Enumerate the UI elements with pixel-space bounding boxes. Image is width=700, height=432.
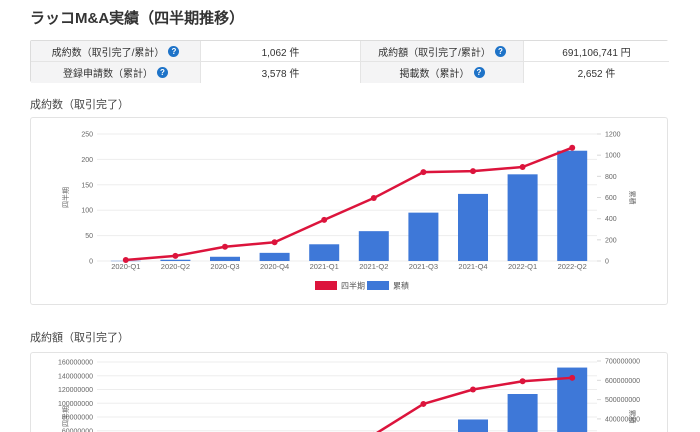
- stat-label-text: 掲載数（累計）: [399, 69, 470, 80]
- left-axis-tick-label: 120000000: [58, 387, 93, 394]
- data-point-2021-Q4[interactable]: [470, 168, 476, 175]
- x-axis-label: 2021-Q4: [458, 262, 487, 271]
- bar-2022-Q1[interactable]: [507, 394, 538, 432]
- stat-label-text: 成約額（取引完了/累計）: [378, 47, 491, 59]
- left-axis-tick-label: 100: [81, 208, 93, 215]
- help-icon[interactable]: ?: [473, 67, 485, 78]
- stat-value-contracts: 1,062 件: [201, 41, 361, 62]
- left-axis-tick-label: 250: [81, 132, 93, 139]
- left-axis-tick-label: 140000000: [58, 373, 93, 380]
- right-axis-tick-label: 700000000: [605, 359, 640, 366]
- data-point-2021-Q1[interactable]: [321, 216, 328, 223]
- right-axis-tick-label: 1000: [605, 153, 621, 160]
- quarterly-line-series: [124, 146, 574, 262]
- bar-2021-Q4[interactable]: [458, 419, 488, 432]
- bar-2020-Q3[interactable]: [210, 256, 240, 261]
- left-axis-tick-label: 80000000: [62, 415, 93, 422]
- bar-2022-Q1[interactable]: [507, 174, 538, 261]
- stat-label-text: 成約数（取引完了/累計）: [51, 47, 165, 59]
- data-point-2021-Q2[interactable]: [370, 195, 377, 202]
- bar-2021-Q4[interactable]: [458, 193, 488, 261]
- quarterly-line-series: [376, 376, 574, 432]
- page-title: ラッコM&A実績（四半期推移）: [30, 10, 245, 27]
- left-axis-title: 四半期: [61, 187, 70, 208]
- stat-label-contracts: 成約数（取引完了/累計） ?: [31, 41, 201, 62]
- right-axis-tick-label: 1200: [605, 132, 621, 139]
- data-point-2020-Q1[interactable]: [122, 256, 129, 263]
- right-axis-tick-label: 0: [605, 259, 609, 266]
- x-axis-label: 2020-Q2: [161, 262, 190, 271]
- stat-value-text: 2,652 件: [577, 69, 616, 80]
- left-axis-tick-label: 160000000: [58, 360, 93, 367]
- bar-2021-Q2[interactable]: [358, 231, 389, 261]
- stat-value-listings: 2,652 件: [524, 62, 669, 83]
- stat-label-text: 登録申請数（累計）: [63, 69, 153, 80]
- chart2-title: 成約額（取引完了）: [30, 332, 129, 344]
- data-point-2021-Q4[interactable]: [470, 386, 476, 393]
- legend-quarterly-swatch[interactable]: [315, 281, 337, 290]
- left-axis-tick-label: 60000000: [62, 428, 93, 432]
- right-axis-title: 累積: [628, 410, 637, 424]
- right-axis-tick-label: 600: [605, 195, 617, 202]
- left-axis-tick-label: 0: [89, 259, 93, 266]
- x-axis-label: 2021-Q1: [310, 262, 339, 271]
- left-axis-tick-label: 150: [81, 182, 93, 189]
- data-point-2021-Q3[interactable]: [420, 400, 427, 407]
- x-axis-label: 2020-Q3: [210, 262, 239, 271]
- stat-label-listings: 掲載数（累計） ?: [361, 62, 524, 83]
- data-point-2021-Q3[interactable]: [420, 169, 427, 176]
- right-axis-tick-label: 400000000: [605, 416, 640, 423]
- left-axis-tick-label: 100000000: [58, 401, 93, 408]
- left-axis-tick-label: 200: [81, 157, 93, 164]
- stat-value-text: 3,578 件: [261, 69, 300, 80]
- x-axis-label: 2021-Q2: [359, 262, 388, 271]
- bar-2022-Q2[interactable]: [557, 150, 588, 261]
- x-axis-label: 2022-Q1: [508, 262, 537, 271]
- help-icon[interactable]: ?: [168, 45, 180, 57]
- stat-value-text: 1,062 件: [261, 47, 300, 59]
- legend-quarterly-label[interactable]: 四半期: [341, 281, 365, 291]
- amount-chart: 0200000004000000060000000800000001000000…: [58, 359, 640, 432]
- x-axis-label: 2021-Q3: [409, 262, 438, 271]
- x-axis-label: 2020-Q1: [111, 262, 140, 271]
- data-point-2022-Q1[interactable]: [519, 164, 526, 171]
- stat-value-amount: 691,106,741 円: [524, 41, 669, 62]
- left-axis-title: 四半期: [61, 406, 70, 427]
- x-axis-label: 2020-Q4: [260, 262, 289, 271]
- bar-2020-Q4[interactable]: [259, 252, 290, 261]
- data-point-2022-Q2[interactable]: [569, 374, 576, 381]
- legend-cumulative-swatch[interactable]: [367, 281, 389, 290]
- stat-label-amount: 成約額（取引完了/累計） ?: [361, 41, 524, 62]
- stat-value-text: 691,106,741 円: [562, 47, 631, 59]
- data-point-2022-Q1[interactable]: [519, 378, 526, 385]
- right-axis-tick-label: 500000000: [605, 397, 640, 404]
- stats-table: 成約数（取引完了/累計） ? 1,062 件 成約額（取引完了/累計） ? 69…: [30, 40, 669, 83]
- x-axis-label: 2022-Q2: [558, 262, 587, 271]
- right-axis-tick-label: 400: [605, 216, 617, 223]
- right-axis-tick-label: 200: [605, 237, 617, 244]
- help-icon[interactable]: ?: [494, 45, 506, 57]
- data-point-2020-Q4[interactable]: [271, 239, 278, 246]
- left-axis-tick-label: 50: [85, 233, 93, 240]
- help-icon[interactable]: ?: [157, 67, 168, 78]
- bar-2021-Q1[interactable]: [309, 244, 340, 261]
- data-point-2020-Q3[interactable]: [222, 243, 228, 250]
- right-axis-title: 累積: [628, 191, 637, 205]
- data-point-2020-Q2[interactable]: [172, 252, 179, 259]
- legend-cumulative-label[interactable]: 累積: [393, 281, 409, 291]
- chart2-panel: 0200000004000000060000000800000001000000…: [30, 352, 668, 432]
- contracts-chart: 0 50 100 150 200 250 0 200 400 600 800 1000 1200 2020…: [61, 132, 637, 291]
- data-point-2022-Q2[interactable]: [569, 144, 576, 151]
- right-axis-tick-label: 800: [605, 174, 617, 181]
- stat-value-registrations: 3,578 件: [201, 62, 361, 83]
- right-axis-tick-label: 600000000: [605, 378, 640, 385]
- stat-label-registrations: 登録申請数（累計） ?: [31, 62, 201, 83]
- bar-2021-Q3[interactable]: [408, 212, 439, 261]
- bar-2020-Q2[interactable]: [160, 259, 191, 261]
- chart1-title: 成約数（取引完了）: [30, 99, 129, 111]
- chart1-panel: 0 50 100 150 200 250 0 200 400 600 800 1000 1200 2020…: [30, 117, 668, 305]
